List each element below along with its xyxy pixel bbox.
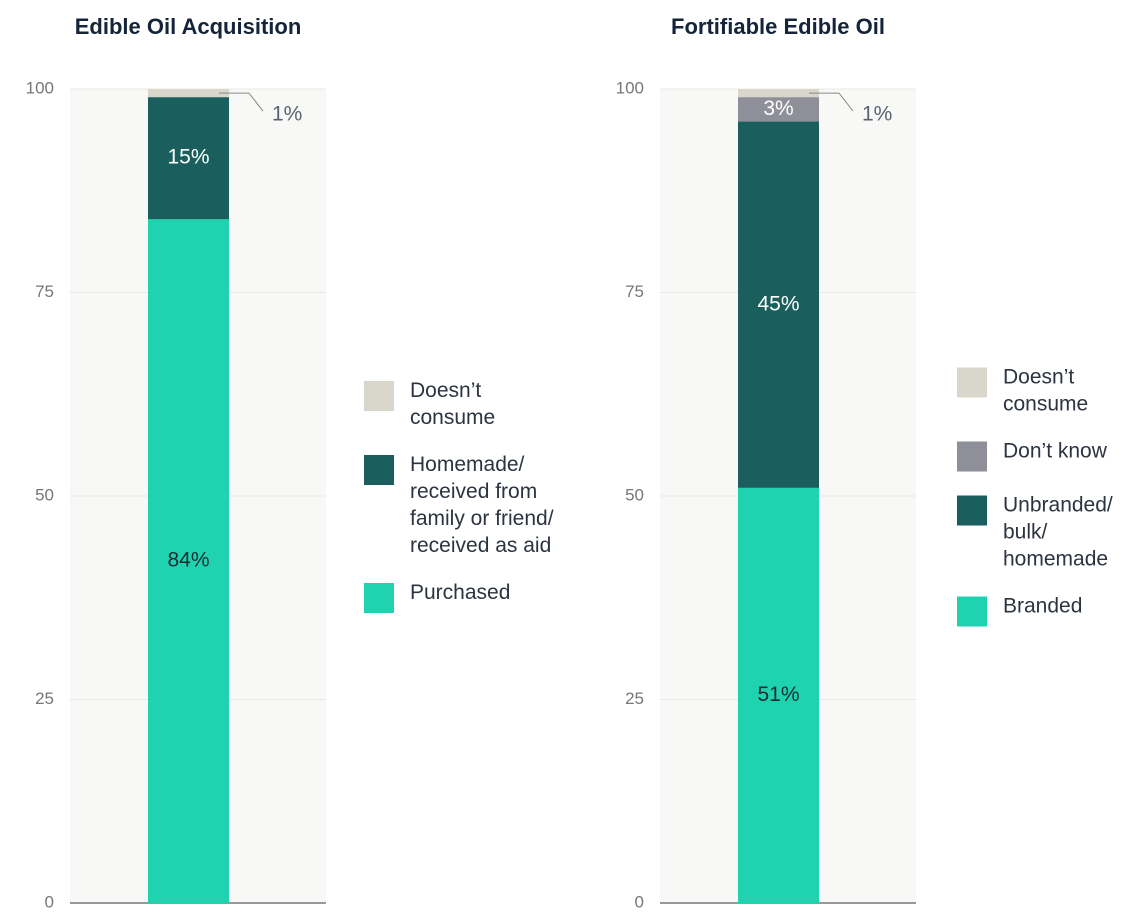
y-tick-label: 50 xyxy=(625,485,644,504)
legend-swatch xyxy=(957,495,987,526)
y-tick-label: 50 xyxy=(35,485,54,504)
leader-line xyxy=(809,92,854,112)
bar-segment xyxy=(148,97,229,220)
y-tick-label: 25 xyxy=(35,689,54,708)
bar-segment xyxy=(148,89,229,98)
legend: Doesn’t consume Don’t know Unbranded/ bulk… xyxy=(957,366,1113,627)
y-tick-label: 100 xyxy=(616,78,644,97)
bar-segment xyxy=(738,97,819,122)
data-label: 84% xyxy=(167,549,209,572)
y-tick-label: 75 xyxy=(625,282,644,301)
legend-swatch xyxy=(364,381,394,411)
legend-item: Branded xyxy=(957,595,1113,627)
legend: Doesn’t consume Homemade/ received from f… xyxy=(364,379,554,613)
legend-item: Doesn’t consume xyxy=(364,379,554,431)
data-label: 45% xyxy=(757,292,799,315)
y-tick-label: 25 xyxy=(625,689,644,708)
legend-item: Don’t know xyxy=(957,440,1113,472)
chart-title: Fortifiable Edible Oil xyxy=(671,14,885,39)
y-tick-label: 75 xyxy=(35,282,54,301)
legend-label: Unbranded/ bulk/ homemade xyxy=(1003,493,1113,571)
legend-label: Branded xyxy=(1003,594,1083,618)
legend-swatch xyxy=(957,367,987,398)
legend-swatch xyxy=(364,455,394,485)
legend-label: Doesn’t consume xyxy=(1003,365,1089,416)
legend-label: Homemade/ received from family or friend… xyxy=(410,453,554,557)
legend-label: Purchased xyxy=(410,581,511,604)
legend-swatch xyxy=(364,583,394,613)
legend-swatch xyxy=(957,441,987,472)
y-tick-label: 100 xyxy=(26,78,54,97)
bar-segment xyxy=(148,219,229,904)
legend-label: Doesn’t consume xyxy=(410,379,496,429)
legend-item: Doesn’t consume xyxy=(957,366,1113,418)
data-label: 1% xyxy=(862,103,892,126)
bar-segment xyxy=(738,121,819,488)
data-label: 3% xyxy=(763,97,793,120)
legend-item: Unbranded/ bulk/ homemade xyxy=(957,494,1113,573)
y-tick-label: 0 xyxy=(635,892,644,911)
legend-item: Homemade/ received from family or friend… xyxy=(364,453,554,559)
y-tick-label: 0 xyxy=(45,892,54,911)
legend-item: Purchased xyxy=(364,581,554,613)
chart-title: Edible Oil Acquisition xyxy=(75,14,302,39)
data-label: 15% xyxy=(167,146,209,169)
bar-segment xyxy=(738,487,819,903)
legend-label: Don’t know xyxy=(1003,439,1107,463)
legend-swatch xyxy=(957,596,987,627)
bar-segment xyxy=(738,89,819,98)
leader-line xyxy=(219,92,264,112)
data-label: 1% xyxy=(272,103,302,126)
data-label: 51% xyxy=(757,683,799,706)
